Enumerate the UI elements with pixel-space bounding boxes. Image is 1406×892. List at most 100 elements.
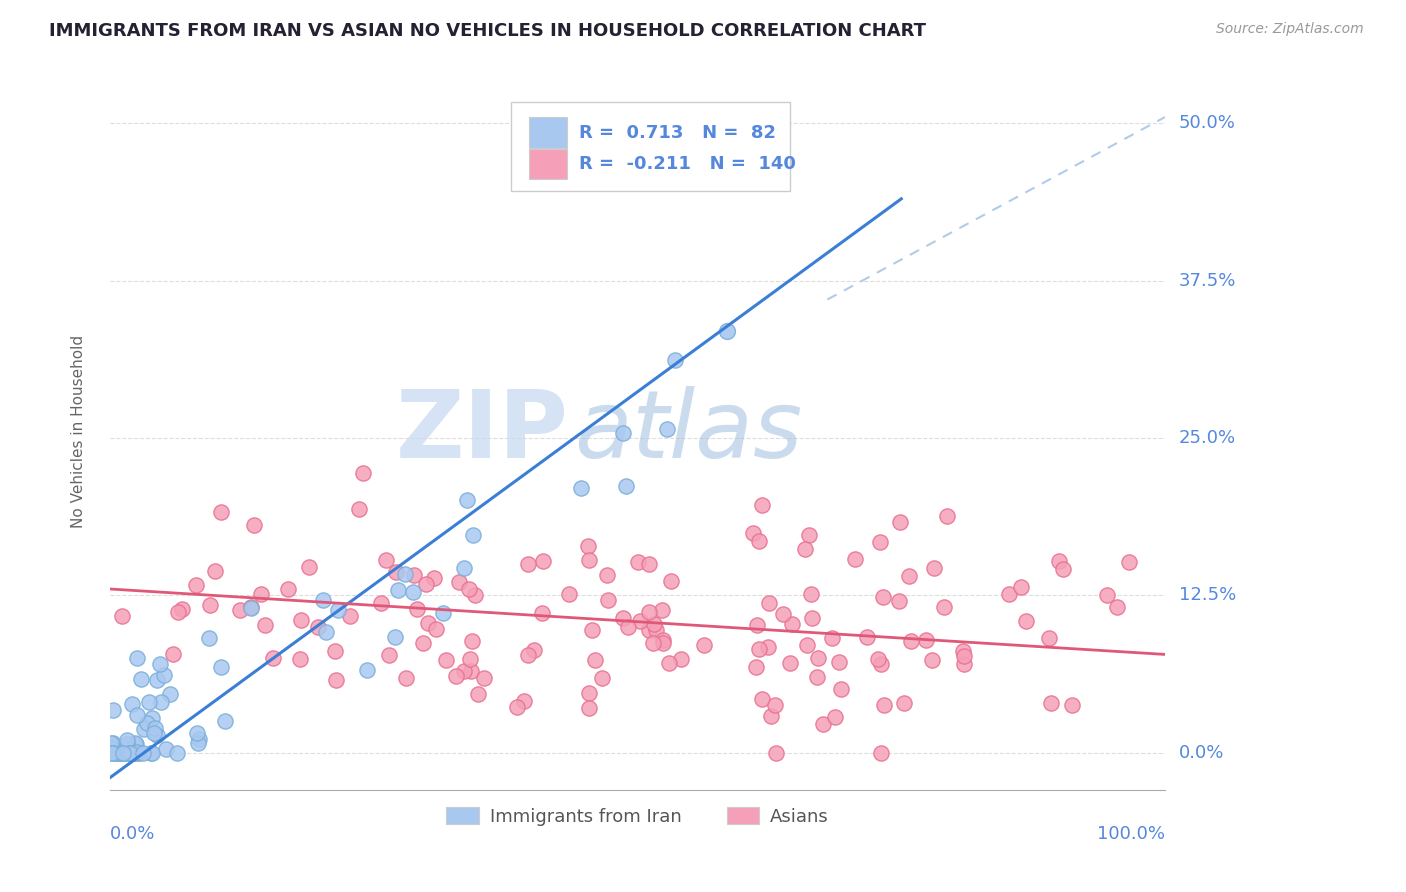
Point [112, 746, 135, 760]
Point [111, 608, 134, 623]
Point [460, 664, 482, 678]
Point [1105, 600, 1128, 615]
Point [461, 634, 484, 648]
Point [112, 746, 135, 760]
Point [872, 590, 894, 604]
Point [100, 735, 122, 749]
Point [339, 609, 361, 624]
Point [402, 585, 425, 599]
Point [378, 648, 401, 663]
Point [347, 501, 370, 516]
Point [758, 596, 780, 610]
Point [655, 422, 678, 436]
Point [748, 533, 770, 548]
Point [821, 631, 844, 645]
Point [900, 634, 922, 648]
Text: R =  -0.211   N =  140: R = -0.211 N = 140 [579, 155, 796, 173]
Point [124, 737, 146, 751]
Point [243, 517, 266, 532]
Point [172, 601, 194, 615]
Point [149, 657, 172, 672]
Point [811, 716, 834, 731]
Point [101, 746, 124, 760]
Point [101, 746, 124, 760]
Point [628, 614, 651, 628]
Point [142, 726, 165, 740]
Point [325, 673, 347, 687]
Point [416, 616, 439, 631]
Point [505, 699, 527, 714]
Point [650, 603, 672, 617]
Point [765, 746, 787, 760]
Point [591, 671, 613, 685]
Point [799, 528, 821, 542]
Point [118, 746, 141, 760]
Point [127, 745, 149, 759]
Point [239, 601, 262, 615]
Point [127, 708, 149, 723]
Point [898, 569, 921, 583]
Point [581, 623, 603, 637]
Point [250, 587, 273, 601]
Point [1118, 555, 1140, 569]
Point [132, 722, 155, 736]
Point [315, 624, 337, 639]
Point [467, 687, 489, 701]
Point [716, 324, 738, 338]
Point [844, 552, 866, 566]
Point [893, 696, 915, 710]
Point [644, 623, 666, 637]
Point [132, 746, 155, 760]
Point [111, 746, 134, 760]
Point [531, 554, 554, 568]
Text: R =  0.713   N =  82: R = 0.713 N = 82 [579, 123, 776, 142]
Point [932, 599, 955, 614]
Point [374, 553, 396, 567]
Point [394, 567, 416, 582]
Point [856, 630, 879, 644]
Point [643, 635, 665, 649]
Point [751, 692, 773, 706]
Point [323, 644, 346, 658]
Point [869, 657, 891, 671]
Point [187, 731, 209, 746]
Point [1047, 554, 1070, 568]
Bar [529, 149, 567, 179]
Point [576, 539, 599, 553]
Text: ZIP: ZIP [396, 385, 569, 477]
Text: atlas: atlas [574, 386, 803, 477]
Point [626, 555, 648, 569]
Point [578, 701, 600, 715]
Point [807, 651, 830, 665]
Point [1060, 698, 1083, 712]
Point [806, 670, 828, 684]
Point [800, 611, 823, 625]
Point [444, 669, 467, 683]
Point [406, 601, 429, 615]
Point [513, 694, 536, 708]
Point [583, 653, 606, 667]
Point [105, 746, 128, 760]
Point [669, 652, 692, 666]
Point [425, 622, 447, 636]
Point [115, 733, 138, 747]
Point [307, 620, 329, 634]
Point [352, 467, 374, 481]
Point [638, 624, 661, 638]
Point [1010, 581, 1032, 595]
Point [1015, 615, 1038, 629]
Point [643, 616, 665, 631]
Point [229, 603, 252, 617]
Point [384, 630, 406, 644]
Point [458, 582, 481, 596]
Point [824, 709, 846, 723]
Point [139, 746, 162, 760]
Point [200, 599, 222, 613]
Point [453, 664, 475, 678]
Point [298, 560, 321, 574]
Point [122, 746, 145, 760]
Point [530, 606, 553, 620]
Point [517, 648, 540, 662]
Point [167, 605, 190, 619]
Point [557, 587, 579, 601]
